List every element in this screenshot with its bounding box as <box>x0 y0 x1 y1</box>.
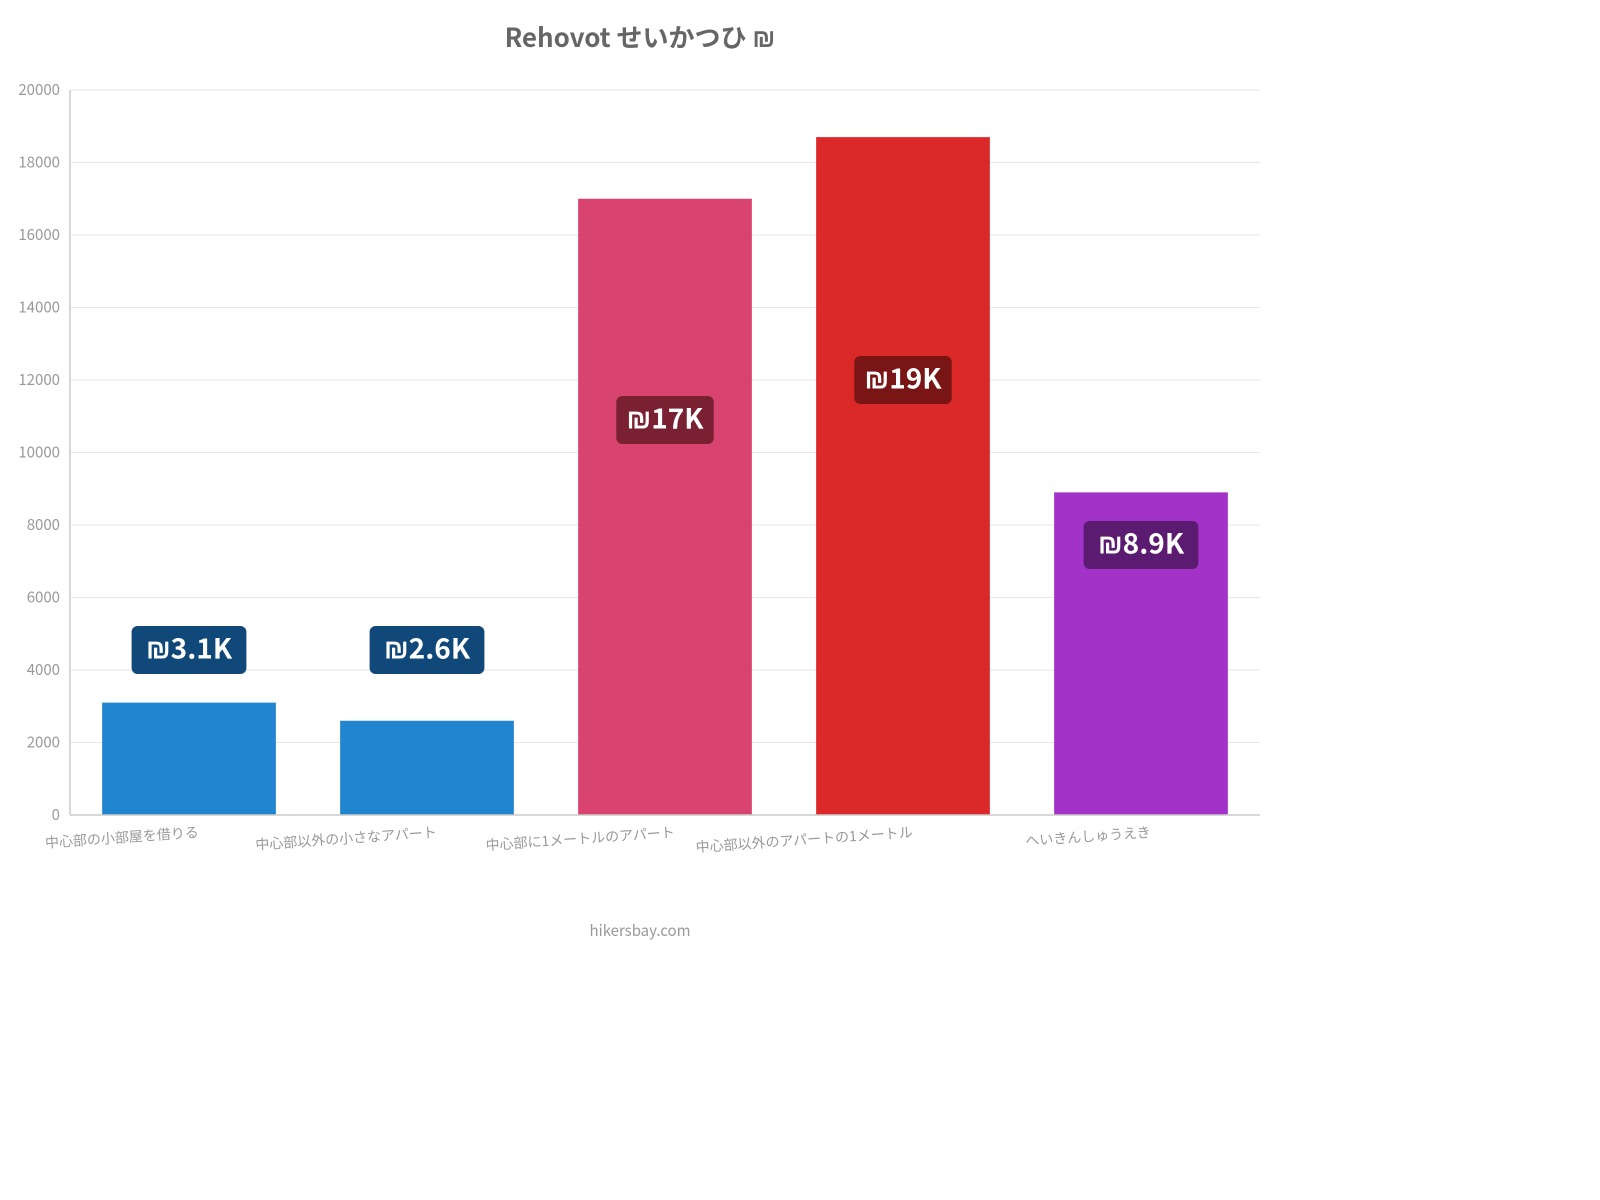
value-label: ₪2.6K <box>384 628 471 668</box>
bar <box>816 137 990 815</box>
x-axis-label: へいきんしゅうえき <box>1025 822 1152 851</box>
bar <box>102 703 276 815</box>
svg-text:4000: 4000 <box>27 659 60 680</box>
svg-text:16000: 16000 <box>18 224 60 245</box>
x-axis-label: 中心部に1メートルのアパート <box>485 822 675 855</box>
x-axis-label: 中心部以外のアパートの1メートル <box>695 822 913 857</box>
bar <box>340 721 514 815</box>
svg-text:0: 0 <box>52 804 60 825</box>
svg-text:10000: 10000 <box>18 442 60 463</box>
bar <box>578 199 752 815</box>
svg-text:14000: 14000 <box>18 297 60 318</box>
svg-text:6000: 6000 <box>27 587 60 608</box>
value-label: ₪8.9K <box>1098 523 1185 563</box>
bar-chart: 0 2000 4000 6000 8000 10000 12000 14000 16000 180… <box>0 0 1280 960</box>
x-axis-label: 中心部の小部屋を借りる <box>44 822 199 853</box>
svg-text:20000: 20000 <box>18 79 60 100</box>
x-axis-label: 中心部以外の小さなアパート <box>255 822 438 855</box>
svg-text:12000: 12000 <box>18 369 60 390</box>
svg-text:18000: 18000 <box>18 152 60 173</box>
value-label: ₪3.1K <box>146 628 233 668</box>
value-label: ₪17K <box>627 398 705 438</box>
svg-text:8000: 8000 <box>27 514 60 535</box>
footer-credit: hikersbay.com <box>0 920 1280 941</box>
svg-text:2000: 2000 <box>27 732 60 753</box>
chart-container: Rehovot せいかつひ ₪ 020004000600080001000012… <box>0 0 1280 960</box>
value-label: ₪19K <box>865 358 943 398</box>
